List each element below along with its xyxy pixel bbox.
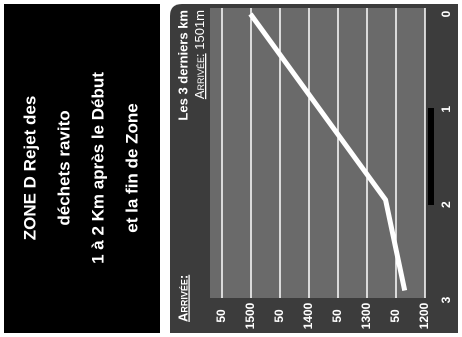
subtitle-group: Arrivée: 1501m (192, 10, 207, 99)
y-tick: 1300 (359, 302, 373, 329)
y-tick-label: 50 (330, 309, 344, 323)
x-tick: 0 (439, 10, 453, 17)
y-tick: 50 (214, 309, 228, 323)
marker-bar (428, 108, 434, 205)
sidebar-line: ZONE D Rejet des (20, 96, 39, 241)
y-tick-label: 1300 (359, 302, 373, 329)
y-tick-label: 50 (388, 309, 402, 323)
sidebar-line: 1 à 2 Km après le Début (88, 72, 107, 264)
y-tick: 1400 (301, 302, 315, 329)
y-tick-label: 1200 (417, 302, 431, 329)
x-tick-label: 3 (439, 296, 453, 303)
sidebar-line: et la fin de Zone (122, 103, 141, 232)
x-tick: 1 (439, 106, 453, 113)
x-tick: 2 (439, 201, 453, 208)
x-tick-label: 0 (439, 10, 453, 17)
title-group: Les 3 derniers km (175, 10, 190, 121)
sidebar-text: ZONE D Rejet des déchets ravito 1 à 2 Km… (20, 72, 141, 264)
x-tick-label: 1 (439, 106, 453, 113)
y-tick-label: 1500 (243, 302, 257, 329)
y-tick-label: 50 (272, 309, 286, 323)
y-tick: 50 (330, 309, 344, 323)
title-label-group: Arrivée: (175, 275, 190, 322)
plot-area (210, 8, 425, 298)
x-tick-label: 2 (439, 201, 453, 208)
sidebar-line: déchets ravito (54, 110, 73, 225)
line (248, 12, 408, 291)
y-tick-label: 1400 (301, 302, 315, 329)
subtitle-label: Arrivée: (192, 53, 207, 99)
y-tick: 1200 (417, 302, 431, 329)
y-tick: 50 (272, 309, 286, 323)
sidebar-box (4, 4, 160, 333)
x-tick: 3 (439, 296, 453, 303)
subtitle: Arrivée: 1501m (192, 10, 207, 99)
y-tick-label: 50 (214, 309, 228, 323)
y-tick: 1500 (243, 302, 257, 329)
chart-title: Les 3 derniers km (175, 10, 190, 121)
y-tick: 50 (388, 309, 402, 323)
title-label: Arrivée: (175, 275, 190, 322)
subtitle-value: 1501m (192, 10, 207, 50)
